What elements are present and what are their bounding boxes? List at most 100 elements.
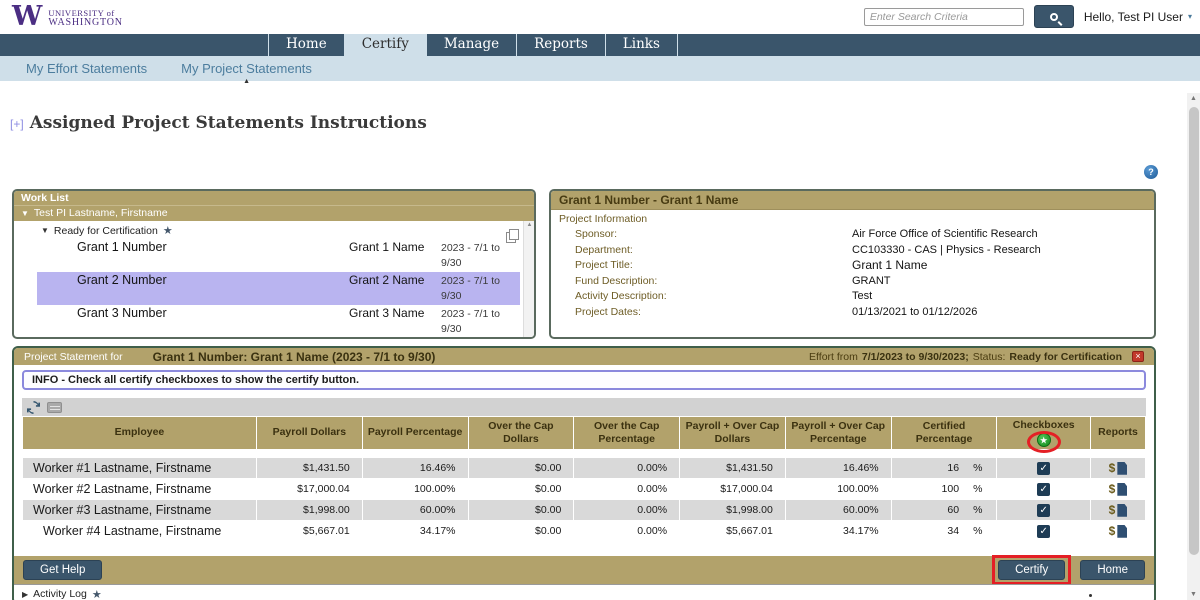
field-value: 01/13/2021 to 01/12/2026 (852, 305, 977, 321)
scrollbar-thumb[interactable] (1189, 107, 1199, 555)
work-list-item-grant-1[interactable]: Grant 1 Number Grant 1 Name 2023 - 7/1 t… (37, 239, 520, 272)
tab-home[interactable]: Home (268, 34, 344, 56)
grant-name: Grant 1 Name (349, 240, 441, 271)
get-help-button[interactable]: Get Help (23, 560, 102, 580)
grant-period: 2023 - 7/1 to 9/30 (441, 240, 520, 271)
total-dollars: $5,667.01 (680, 521, 786, 542)
statement-toolbar (22, 398, 1146, 416)
total-dollars: $17,000.04 (680, 479, 786, 500)
search-input[interactable] (864, 8, 1024, 26)
certified-percentage-field[interactable]: 60% (891, 500, 997, 521)
grant-period: 2023 - 7/1 to 9/30 (441, 306, 520, 337)
export-icon[interactable] (47, 402, 62, 413)
subnav-my-project-statements-label: My Project Statements (181, 61, 312, 76)
project-statement-panel: Project Statement for Grant 1 Number: Gr… (12, 346, 1156, 600)
scroll-up-icon[interactable]: ▲ (1187, 95, 1200, 102)
field-value: Test (852, 289, 872, 305)
col-payroll-dollars: Payroll Dollars (256, 417, 362, 450)
check-all-star-button[interactable]: ★ (1037, 433, 1051, 447)
certified-value: 100 (942, 483, 960, 495)
search-button[interactable] (1034, 5, 1074, 28)
field-value: GRANT (852, 274, 891, 290)
report-link[interactable]: $ (1109, 503, 1128, 517)
info-row-sponsor: Sponsor: Air Force Office of Scientific … (559, 227, 1146, 243)
home-button[interactable]: Home (1080, 560, 1145, 580)
instructions-expander[interactable]: [+] (10, 117, 24, 131)
scroll-up-icon[interactable]: ▲ (525, 222, 534, 228)
copy-icon[interactable] (509, 229, 519, 240)
over-cap-percentage: 0.00% (574, 521, 680, 542)
over-cap-dollars: $0.00 (468, 479, 574, 500)
info-row-project-title: Project Title: Grant 1 Name (559, 258, 1146, 274)
field-label: Project Dates: (559, 305, 852, 321)
tab-manage[interactable]: Manage (426, 34, 516, 56)
work-list-item-grant-3[interactable]: Grant 3 Number Grant 3 Name 2023 - 7/1 t… (37, 305, 520, 338)
collapse-icon: ▼ (41, 226, 49, 235)
tab-reports[interactable]: Reports (516, 34, 605, 56)
certified-value: 60 (947, 504, 959, 516)
subnav-my-effort-statements[interactable]: My Effort Statements (26, 61, 147, 76)
subnav-my-project-statements[interactable]: My Project Statements ▲ (181, 61, 312, 76)
work-list-item-grant-2[interactable]: Grant 2 Number Grant 2 Name 2023 - 7/1 t… (37, 272, 520, 305)
chevron-down-icon: ▾ (1188, 12, 1192, 21)
collapse-icon: ▼ (21, 209, 29, 218)
uw-logo-text: UNIVERSITY of WASHINGTON (48, 7, 122, 27)
total-dollars: $1,998.00 (680, 500, 786, 521)
payroll-percentage: 34.17% (362, 521, 468, 542)
report-file-icon (1117, 525, 1127, 538)
info-banner: INFO - Check all certify checkboxes to s… (22, 370, 1146, 390)
field-label: Project Title: (559, 258, 852, 274)
table-row-worker-4: Worker #4 Lastname, Firstname $5,667.01 … (23, 521, 1146, 542)
payroll-table: Employee Payroll Dollars Payroll Percent… (22, 416, 1146, 550)
help-icon[interactable]: ? (1144, 165, 1158, 179)
user-menu[interactable]: Hello, Test PI User ▾ (1084, 10, 1192, 24)
grant-name: Grant 3 Name (349, 306, 441, 337)
payroll-dollars: $1,998.00 (256, 500, 362, 521)
top-bar: W UNIVERSITY of WASHINGTON Hello, Test P… (0, 0, 1200, 34)
certify-button[interactable]: Certify (998, 560, 1065, 580)
info-row-project-dates: Project Dates: 01/13/2021 to 01/12/2026 (559, 305, 1146, 321)
percent-sign: % (973, 483, 982, 495)
certify-checkbox[interactable]: ✓ (1037, 525, 1050, 538)
refresh-icon[interactable] (27, 401, 40, 414)
employee-name: Worker #2 Lastname, Firstname (23, 479, 257, 500)
tab-links[interactable]: Links (605, 34, 678, 56)
status-value: Ready for Certification (1009, 351, 1122, 363)
certify-checkbox[interactable]: ✓ (1037, 462, 1050, 475)
payroll-dollars: $17,000.04 (256, 479, 362, 500)
col-over-cap-percentage: Over the Cap Percentage (574, 417, 680, 450)
report-link[interactable]: $ (1109, 461, 1128, 475)
main-nav: Home Certify Manage Reports Links (0, 34, 1200, 56)
project-info-section-label: Project Information (559, 213, 1146, 225)
grant-number: Grant 1 Number (77, 240, 349, 271)
grant-number: Grant 2 Number (77, 273, 349, 304)
info-row-activity-description: Activity Description: Test (559, 289, 1146, 305)
work-list-user-row[interactable]: ▼ Test PI Lastname, Firstname (14, 205, 534, 221)
close-icon[interactable]: × (1132, 351, 1144, 362)
activity-log-row[interactable]: ▶ Activity Log ★ (14, 584, 1154, 600)
tab-certify[interactable]: Certify (344, 34, 426, 56)
report-link[interactable]: $ (1109, 482, 1128, 496)
uw-logo[interactable]: W UNIVERSITY of WASHINGTON (12, 4, 123, 30)
col-checkboxes: Checkboxes ★ (997, 417, 1091, 450)
worklist-scrollbar[interactable]: ▲ ▼ (523, 221, 534, 339)
report-link[interactable]: $ (1109, 524, 1128, 538)
percent-sign: % (973, 462, 982, 474)
page-scrollbar[interactable]: ▲ ▼ (1187, 93, 1200, 600)
red-rect-annotation: Certify (992, 555, 1071, 585)
certified-percentage-field[interactable]: 16% (891, 458, 997, 479)
spacer-row (23, 542, 1146, 550)
dollar-icon: $ (1109, 503, 1116, 517)
work-list-user-label: Test PI Lastname, Firstname (34, 207, 168, 219)
certified-value: 34 (947, 525, 959, 537)
scroll-down-icon[interactable]: ▼ (1187, 591, 1200, 598)
page-title: Assigned Project Statements Instructions (30, 113, 427, 133)
field-label: Fund Description: (559, 274, 852, 290)
section-ready-for-certification[interactable]: ▼ Ready for Certification ★ (14, 223, 534, 239)
field-label: Activity Description: (559, 289, 852, 305)
certified-percentage-field[interactable]: 100% (891, 479, 997, 500)
certified-percentage-field[interactable]: 34% (891, 521, 997, 542)
certify-checkbox[interactable]: ✓ (1037, 504, 1050, 517)
work-list-title: Work List (14, 191, 534, 205)
certify-checkbox[interactable]: ✓ (1037, 483, 1050, 496)
